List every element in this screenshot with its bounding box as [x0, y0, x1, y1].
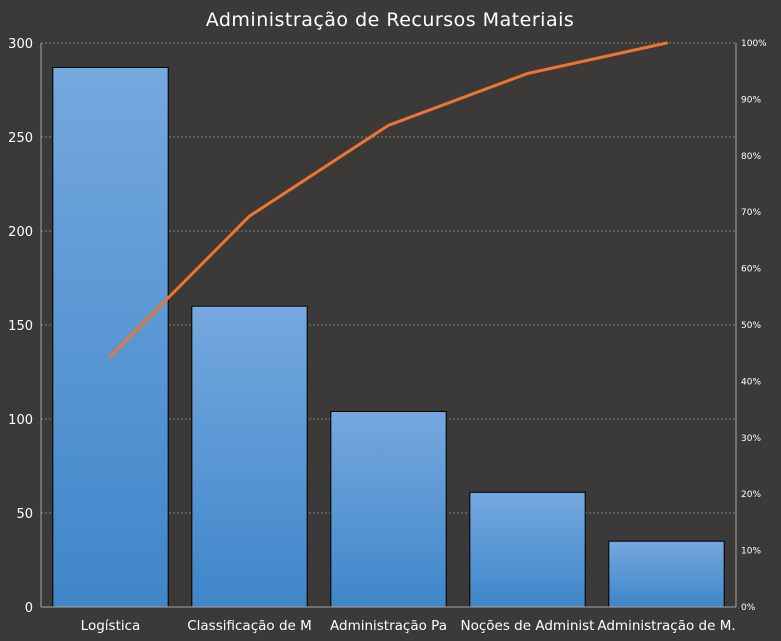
x-tick-label: Noções de Administ — [461, 618, 595, 634]
y2-tick-label: 90% — [741, 95, 761, 105]
y2-tick-label: 50% — [741, 321, 761, 331]
axes: 0 50 100 150 200 250 300 0% 10% 20% 30% 40% 50% 60% 70… — [8, 37, 767, 634]
x-tick-label: Administração de M. — [597, 618, 735, 634]
bar — [608, 540, 725, 608]
y2-tick-label: 100% — [741, 39, 767, 49]
x-tick-label: Administração Pa — [330, 618, 447, 634]
y-tick-label: 50 — [16, 507, 33, 522]
y-tick-label: 150 — [8, 319, 33, 334]
bar — [52, 66, 169, 608]
y-tick-label: 0 — [25, 601, 33, 616]
y2-tick-label: 10% — [741, 547, 761, 557]
y-tick-label: 300 — [8, 37, 33, 52]
bar — [469, 491, 586, 608]
cumulative-percent-line — [109, 41, 668, 358]
bar — [191, 305, 308, 608]
y2-tick-label: 40% — [741, 377, 761, 387]
y2-tick-label: 70% — [741, 208, 761, 218]
y2-tick-label: 30% — [741, 434, 761, 444]
x-tick-label: Logística — [81, 618, 141, 634]
y2-tick-label: 20% — [741, 490, 761, 500]
x-tick-label: Classificação de M — [187, 618, 312, 634]
y-tick-label: 250 — [8, 131, 33, 146]
y2-tick-label: 80% — [741, 152, 761, 162]
y-tick-label: 200 — [8, 225, 33, 240]
y2-tick-label: 0% — [741, 603, 756, 613]
chart-title: Administração de Recursos Materiais — [206, 9, 575, 31]
cumulative-line — [109, 41, 668, 358]
bar — [330, 410, 447, 608]
y-tick-label: 100 — [8, 413, 33, 428]
bars — [52, 66, 725, 608]
y2-tick-label: 60% — [741, 265, 761, 275]
